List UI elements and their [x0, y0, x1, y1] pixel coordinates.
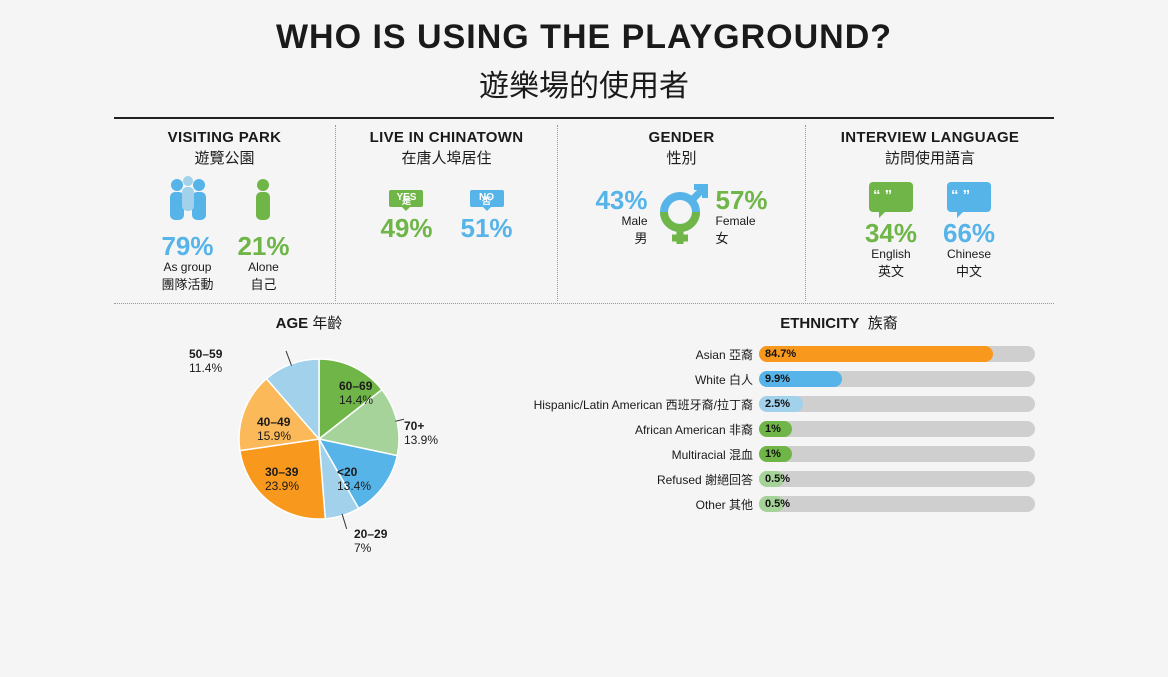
language-chinese-cn: 中文 — [943, 261, 995, 280]
panel-chinatown: LIVE IN CHINATOWN 在唐人埠居住 YES是 49% NO否 51… — [336, 125, 558, 301]
gender-female-stat: 57% Female 女 — [716, 185, 768, 247]
visiting-alone-en: Alone — [237, 260, 289, 274]
visiting-group-stat: 79% As group 團隊活動 — [159, 176, 215, 293]
mid-divider — [114, 303, 1054, 304]
ethnicity-pct: 1% — [765, 421, 781, 437]
language-chinese-stat: “ ” 66% Chinese 中文 — [943, 182, 995, 280]
alone-icon — [247, 176, 279, 226]
ethnicity-row: African American 非裔 1% — [504, 418, 1054, 440]
ethnicity-bar-track: 1% — [759, 421, 1035, 437]
language-chinese-en: Chinese — [943, 247, 995, 261]
speech-cn-icon: “ ” — [947, 182, 991, 212]
top-stats-row: VISITING PARK 遊覽公園 79% As group 團隊活動 — [114, 125, 1054, 301]
gender-male-cn: 男 — [595, 228, 647, 247]
ethnicity-label: Refused 謝絕回答 — [504, 471, 759, 488]
ethnicity-row: White 白人 9.9% — [504, 368, 1054, 390]
chinatown-title-cn: 在唐人埠居住 — [336, 147, 557, 168]
language-english-cn: 英文 — [865, 261, 917, 280]
ethnicity-row: Hispanic/Latin American 西班牙裔/拉丁裔 2.5% — [504, 393, 1054, 415]
gender-title-cn: 性別 — [558, 147, 805, 168]
page-title-en: WHO IS USING THE PLAYGROUND? — [0, 18, 1168, 57]
ethnicity-bar-track: 0.5% — [759, 496, 1035, 512]
ethnicity-pct: 84.7% — [765, 346, 796, 362]
visiting-title-cn: 遊覽公園 — [114, 147, 335, 168]
visiting-group-cn: 團隊活動 — [159, 274, 215, 293]
ethnicity-heading: ETHNICITY 族裔 — [504, 312, 1054, 333]
ethnicity-bar-track: 1% — [759, 446, 1035, 462]
ethnicity-pct: 9.9% — [765, 371, 790, 387]
ethnicity-row: Multiracial 混血 1% — [504, 443, 1054, 465]
gender-male-stat: 43% Male 男 — [595, 185, 647, 247]
ethnicity-row: Other 其他 0.5% — [504, 493, 1054, 515]
ethnicity-label: African American 非裔 — [504, 421, 759, 438]
group-icon — [159, 176, 215, 226]
speech-en-icon: “ ” — [869, 182, 913, 212]
section-age: AGE 年齡 60–6914.4% 70+13.9% <2013.4% 20–297%… — [114, 312, 504, 579]
language-english-stat: “ ” 34% English 英文 — [865, 182, 917, 280]
ethnicity-row: Refused 謝絕回答 0.5% — [504, 468, 1054, 490]
language-title-en: INTERVIEW LANGUAGE — [806, 129, 1054, 146]
section-ethnicity: ETHNICITY 族裔 Asian 亞裔 84.7% White 白人 9.9% Hi… — [504, 312, 1054, 579]
gender-female-en: Female — [716, 214, 768, 228]
yes-pill: YES是 — [389, 190, 423, 207]
gender-female-pct: 57% — [716, 185, 768, 216]
pie-label: 40–4915.9% — [257, 415, 291, 443]
pie-label: 70+13.9% — [404, 419, 438, 447]
chinatown-no-stat: NO否 51% — [461, 190, 513, 244]
pie-label: <2013.4% — [337, 465, 371, 493]
gender-female-cn: 女 — [716, 228, 768, 247]
title-divider — [114, 117, 1054, 119]
age-heading: AGE 年齡 — [114, 312, 504, 333]
panel-language: INTERVIEW LANGUAGE 訪問使用語言 “ ” 34% Englis… — [806, 125, 1054, 301]
ethnicity-label: Asian 亞裔 — [504, 346, 759, 363]
visiting-title-en: VISITING PARK — [114, 129, 335, 146]
gender-icon — [654, 184, 710, 248]
no-pill: NO否 — [470, 190, 504, 207]
ethnicity-label: Multiracial 混血 — [504, 446, 759, 463]
visiting-alone-cn: 自己 — [237, 274, 289, 293]
chinatown-no-pct: 51% — [461, 213, 513, 244]
visiting-alone-stat: 21% Alone 自己 — [237, 176, 289, 293]
ethnicity-pct: 1% — [765, 446, 781, 462]
ethnicity-bar-track: 2.5% — [759, 396, 1035, 412]
ethnicity-bars: Asian 亞裔 84.7% White 白人 9.9% Hispanic/Latin … — [504, 343, 1054, 515]
visiting-group-en: As group — [159, 260, 215, 274]
chinatown-yes-stat: YES是 49% — [380, 190, 432, 244]
ethnicity-bar-track: 9.9% — [759, 371, 1035, 387]
visiting-group-pct: 79% — [159, 231, 215, 262]
panel-gender: GENDER 性別 43% Male 男 57% Female 女 — [558, 125, 806, 301]
language-chinese-pct: 66% — [943, 218, 995, 249]
ethnicity-bar-track: 84.7% — [759, 346, 1035, 362]
ethnicity-bar-track: 0.5% — [759, 471, 1035, 487]
language-title-cn: 訪問使用語言 — [806, 147, 1054, 168]
ethnicity-row: Asian 亞裔 84.7% — [504, 343, 1054, 365]
age-pie-wrap: 60–6914.4% 70+13.9% <2013.4% 20–297% 30–3923… — [129, 339, 489, 579]
ethnicity-label: White 白人 — [504, 371, 759, 388]
bottom-row: AGE 年齡 60–6914.4% 70+13.9% <2013.4% 20–297%… — [114, 312, 1054, 579]
pie-label: 50–5911.4% — [189, 347, 222, 375]
ethnicity-pct: 0.5% — [765, 471, 790, 487]
ethnicity-label: Hispanic/Latin American 西班牙裔/拉丁裔 — [504, 396, 759, 413]
ethnicity-pct: 2.5% — [765, 396, 790, 412]
visiting-alone-pct: 21% — [237, 231, 289, 262]
chinatown-title-en: LIVE IN CHINATOWN — [336, 129, 557, 146]
pie-label: 60–6914.4% — [339, 379, 373, 407]
panel-visiting: VISITING PARK 遊覽公園 79% As group 團隊活動 — [114, 125, 336, 301]
language-english-pct: 34% — [865, 218, 917, 249]
gender-male-en: Male — [595, 214, 647, 228]
gender-male-pct: 43% — [595, 185, 647, 216]
pie-label: 30–3923.9% — [265, 465, 299, 493]
gender-title-en: GENDER — [558, 129, 805, 146]
age-pie-chart — [234, 349, 404, 539]
ethnicity-pct: 0.5% — [765, 496, 790, 512]
language-english-en: English — [865, 247, 917, 261]
pie-label: 20–297% — [354, 527, 387, 555]
chinatown-yes-pct: 49% — [380, 213, 432, 244]
ethnicity-label: Other 其他 — [504, 496, 759, 513]
page-title-cn: 遊樂場的使用者 — [0, 61, 1168, 105]
